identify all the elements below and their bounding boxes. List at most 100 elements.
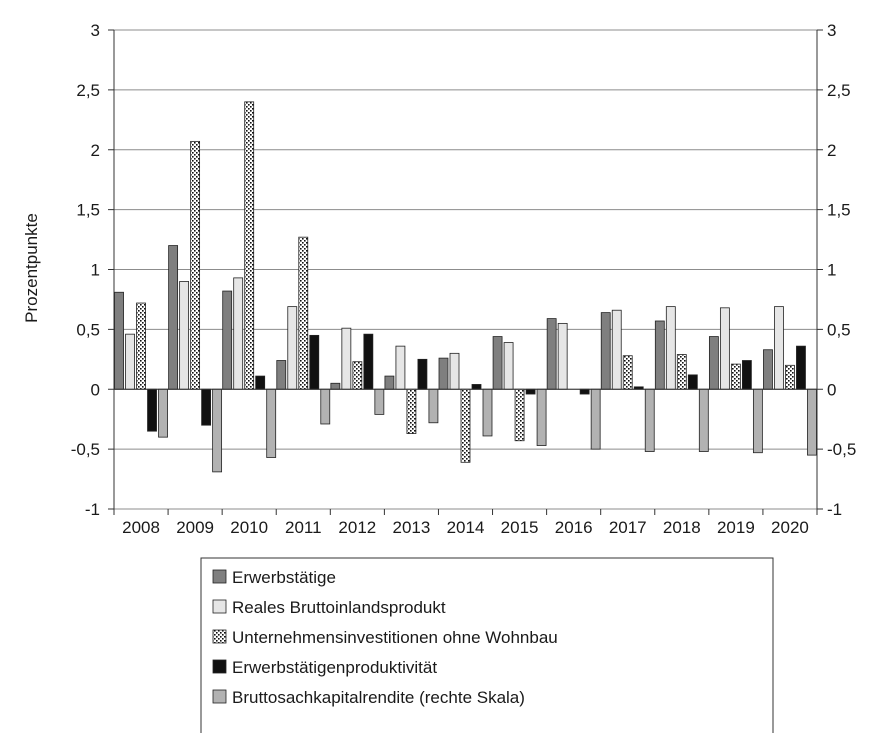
bar-series-3 bbox=[460, 388, 471, 463]
legend-label: Erwerbstätigenproduktivität bbox=[232, 658, 437, 677]
y-tick-right: 2,5 bbox=[827, 81, 851, 100]
y-tick-right: -1 bbox=[827, 500, 842, 519]
bar-series-3 bbox=[785, 364, 795, 390]
bar-series-4 bbox=[309, 334, 320, 390]
y-tick-right: 1,5 bbox=[827, 201, 851, 220]
bar-series-4 bbox=[796, 345, 806, 390]
x-tick-label: 2014 bbox=[447, 518, 485, 537]
bar-series-1 bbox=[763, 349, 773, 390]
bar-series-2 bbox=[503, 342, 514, 390]
legend-swatch bbox=[212, 599, 227, 614]
y-tick-left: 3 bbox=[91, 21, 100, 40]
bar-series-4 bbox=[579, 388, 590, 395]
bar-series-5 bbox=[428, 388, 439, 424]
legend-swatch bbox=[212, 659, 227, 674]
legend-swatch bbox=[212, 629, 227, 644]
bar-series-3 bbox=[406, 388, 417, 434]
bar-series-2 bbox=[395, 345, 406, 390]
bar-series-1 bbox=[600, 312, 611, 390]
bar-series-5 bbox=[374, 388, 385, 415]
bar-series-2 bbox=[287, 306, 298, 390]
x-tick-label: 2009 bbox=[176, 518, 214, 537]
bar-series-5 bbox=[752, 388, 763, 454]
bars bbox=[114, 101, 817, 473]
y-tick-right: 2 bbox=[827, 141, 836, 160]
bar-series-2 bbox=[179, 281, 190, 390]
bar-series-1 bbox=[384, 375, 395, 390]
bar-series-3 bbox=[244, 101, 255, 390]
x-tick-label: 2012 bbox=[338, 518, 376, 537]
x-tick-label: 2019 bbox=[717, 518, 755, 537]
bar-series-4 bbox=[147, 388, 157, 432]
bar-series-4 bbox=[741, 360, 752, 390]
x-tick-label: 2013 bbox=[393, 518, 431, 537]
y-tick-right: 0 bbox=[827, 380, 836, 399]
bar-series-3 bbox=[676, 354, 687, 390]
bar-series-2 bbox=[557, 322, 568, 390]
bar-series-5 bbox=[320, 388, 331, 425]
bar-series-4 bbox=[255, 375, 266, 390]
bar-series-2 bbox=[341, 327, 352, 390]
y-tick-left: 2,5 bbox=[76, 81, 100, 100]
legend-label: Reales Bruttoinlandsprodukt bbox=[232, 598, 446, 617]
y-tick-left: -0,5 bbox=[71, 440, 100, 459]
y-tick-right: 3 bbox=[827, 21, 836, 40]
y-tick-left: 0,5 bbox=[76, 320, 100, 339]
bar-series-1 bbox=[546, 318, 557, 390]
bar-series-4 bbox=[363, 333, 374, 390]
bar-series-2 bbox=[611, 309, 622, 390]
bar-series-5 bbox=[590, 388, 601, 450]
bar-series-5 bbox=[698, 388, 709, 452]
axes bbox=[108, 29, 823, 515]
bar-series-1 bbox=[114, 291, 124, 390]
bar-series-1 bbox=[492, 336, 503, 390]
y-tick-left: 1 bbox=[91, 261, 100, 280]
legend-label: Erwerbstätige bbox=[232, 568, 336, 587]
bar-series-5 bbox=[536, 388, 547, 446]
bar-series-1 bbox=[330, 382, 341, 390]
bar-series-1 bbox=[654, 320, 665, 390]
bar-series-3 bbox=[190, 140, 201, 390]
bar-series-5 bbox=[644, 388, 655, 452]
y-tick-left: 1,5 bbox=[76, 201, 100, 220]
bar-series-2 bbox=[233, 277, 244, 390]
legend-label: Bruttosachkapitalrendite (rechte Skala) bbox=[232, 688, 525, 707]
legend: Erwerbstätige Reales Bruttoinlandsprodukt… bbox=[200, 557, 774, 733]
x-tick-label: 2017 bbox=[609, 518, 647, 537]
bar-series-4 bbox=[201, 388, 212, 426]
bar-series-5 bbox=[212, 388, 223, 473]
x-tick-label: 2010 bbox=[230, 518, 268, 537]
bar-series-4 bbox=[417, 358, 428, 390]
y-tick-left: 2 bbox=[91, 141, 100, 160]
y-axis-title: Prozentpunkte bbox=[22, 213, 41, 323]
y-tick-right: 1 bbox=[827, 261, 836, 280]
bar-series-3 bbox=[514, 388, 525, 442]
bar-series-1 bbox=[168, 245, 179, 390]
bar-series-3 bbox=[730, 363, 741, 390]
bar-series-1 bbox=[438, 357, 449, 390]
bar-series-1 bbox=[708, 336, 719, 390]
bar-series-2 bbox=[449, 352, 460, 390]
bar-series-3 bbox=[298, 236, 309, 390]
y-tick-right: 0,5 bbox=[827, 320, 851, 339]
bar-series-5 bbox=[807, 388, 817, 456]
x-tick-label: 2020 bbox=[771, 518, 809, 537]
y-tick-left: 0 bbox=[91, 380, 100, 399]
bar-series-2 bbox=[719, 307, 730, 390]
bar-series-1 bbox=[276, 360, 287, 390]
bar-series-2 bbox=[665, 306, 676, 390]
legend-swatch bbox=[212, 569, 227, 584]
tick-labels: -1 -1 -0,5 -0,5 0 0 0,5 0,5 1 1 1,5 1,5 2 2 2,5 2,5 3 3 20… bbox=[71, 21, 857, 537]
bar-series-4 bbox=[687, 374, 698, 390]
bar-series-3 bbox=[136, 302, 146, 390]
bar-series-5 bbox=[266, 388, 277, 458]
legend-swatch bbox=[212, 689, 227, 704]
y-tick-left: -1 bbox=[85, 500, 100, 519]
legend-box bbox=[200, 557, 774, 733]
bar-series-4 bbox=[471, 384, 482, 390]
bar-series-4 bbox=[525, 388, 536, 395]
x-tick-label: 2018 bbox=[663, 518, 701, 537]
bar-series-2 bbox=[774, 306, 784, 390]
x-tick-label: 2011 bbox=[285, 518, 322, 537]
